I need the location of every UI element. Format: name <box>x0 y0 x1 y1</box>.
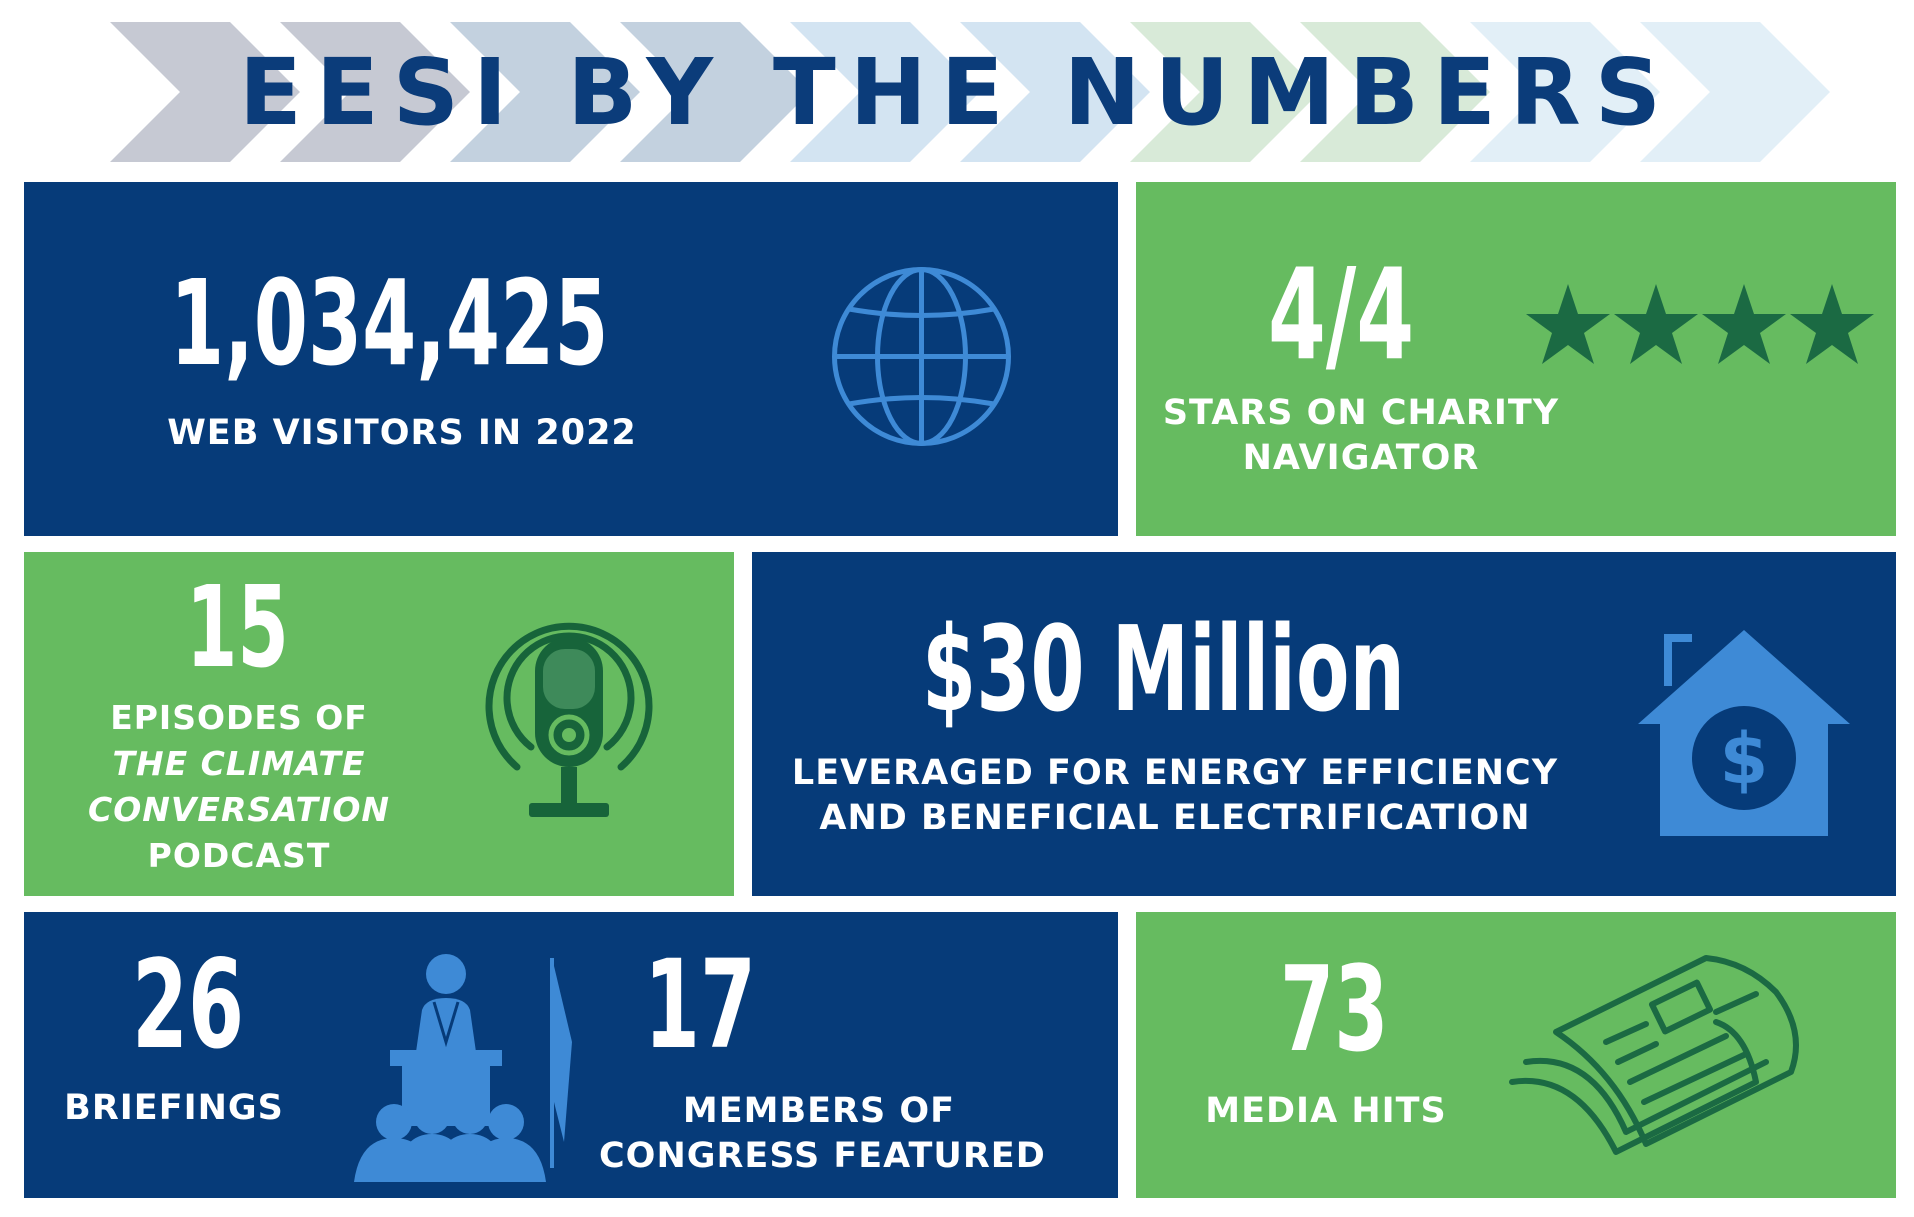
star-icon <box>1614 284 1698 364</box>
web-visitors-panel: 1,034,425 WEB VISITORS IN 2022 <box>24 182 1118 536</box>
podcast-label-line3: CONVERSATION <box>88 790 390 829</box>
media-panel: 73 MEDIA HITS <box>1136 912 1896 1198</box>
chevron-banner <box>110 22 1830 162</box>
congress-label-line1: MEMBERS OF <box>682 1091 956 1131</box>
congress-label-line2: CONGRESS FEATURED <box>599 1136 1046 1176</box>
charity-rating-panel: 4/4 STARS ON CHARITY NAVIGATOR <box>1136 182 1896 536</box>
star-rating-icons <box>1526 284 1874 364</box>
svg-text:$: $ <box>1720 718 1769 800</box>
speaker-podium-icon <box>354 954 572 1182</box>
podcast-label-line4: PODCAST <box>147 836 331 875</box>
briefings-value: 26 <box>132 934 245 1076</box>
podcast-episodes-value: 15 <box>186 563 289 693</box>
briefings-panel: 26 BRIEFINGS 17 MEMBERS OF CONGRESS FEAT… <box>24 912 1118 1198</box>
page-title: EESI BY THE NUMBERS <box>239 38 1675 146</box>
podcast-label-line2: THE CLIMATE <box>112 744 366 783</box>
funding-value: $30 Million <box>922 600 1405 738</box>
star-icon <box>1526 284 1610 364</box>
media-hits-value: 73 <box>1280 940 1389 1078</box>
funding-label-line2: AND BENEFICIAL ELECTRIFICATION <box>819 798 1531 838</box>
rating-value: 4/4 <box>1268 241 1415 388</box>
podcast-microphone-icon <box>485 622 653 817</box>
star-icon <box>1702 284 1786 364</box>
star-icon <box>1790 284 1874 364</box>
congress-value: 17 <box>644 934 757 1076</box>
podcast-panel: 15 EPISODES OF THE CLIMATE CONVERSATION … <box>24 552 734 896</box>
podcast-label-line1: EPISODES OF <box>110 698 368 737</box>
rating-label-line2: NAVIGATOR <box>1242 438 1480 478</box>
web-visitors-value: 1,034,425 <box>170 254 609 392</box>
house-dollar-icon: $ <box>1638 630 1850 836</box>
newspaper-icon <box>1509 955 1799 1155</box>
rating-label-line1: STARS ON CHARITY <box>1162 393 1560 433</box>
funding-panel: $30 Million LEVERAGED FOR ENERGY EFFICIE… <box>752 552 1896 896</box>
globe-icon <box>832 267 1011 446</box>
funding-label-line1: LEVERAGED FOR ENERGY EFFICIENCY <box>791 753 1559 793</box>
briefings-label: BRIEFINGS <box>64 1088 284 1128</box>
web-visitors-label: WEB VISITORS IN 2022 <box>167 413 637 453</box>
media-hits-label: MEDIA HITS <box>1205 1091 1447 1131</box>
